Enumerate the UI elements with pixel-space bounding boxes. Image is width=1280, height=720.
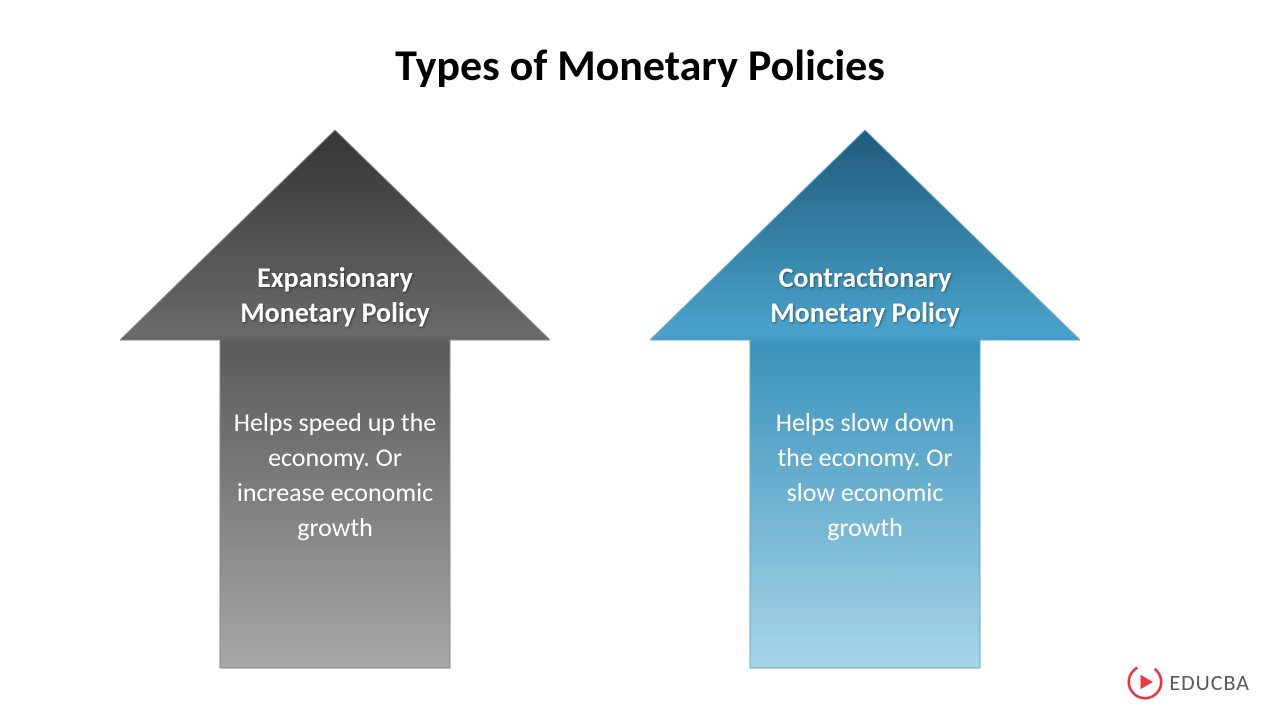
- arrow-desc-right: Helps slow down the economy. Or slow eco…: [750, 405, 980, 545]
- arrow-heading-right: Contractionary Monetary Policy: [750, 260, 980, 330]
- arrow-desc-left: Helps speed up the economy. Or increase …: [220, 405, 450, 545]
- arrow-heading-left: Expansionary Monetary Policy: [220, 260, 450, 330]
- arrow-heading-text-left: Expansionary Monetary Policy: [240, 260, 430, 330]
- educba-logo: EDUCBA: [1127, 664, 1250, 700]
- arrow-desc-text-left: Helps speed up the economy. Or increase …: [234, 406, 436, 543]
- arrow-desc-text-right: Helps slow down the economy. Or slow eco…: [776, 406, 954, 543]
- arrow-contractionary: Contractionary Monetary Policy Helps slo…: [650, 130, 1080, 670]
- page-title: Types of Monetary Policies: [0, 38, 1280, 92]
- arrow-shape-left: [120, 130, 550, 670]
- arrow-heading-text-right: Contractionary Monetary Policy: [770, 260, 960, 330]
- arrow-shape-right: [650, 130, 1080, 670]
- logo-text: EDUCBA: [1169, 669, 1250, 696]
- play-icon: [1127, 664, 1163, 700]
- arrow-expansionary: Expansionary Monetary Policy Helps speed…: [120, 130, 550, 670]
